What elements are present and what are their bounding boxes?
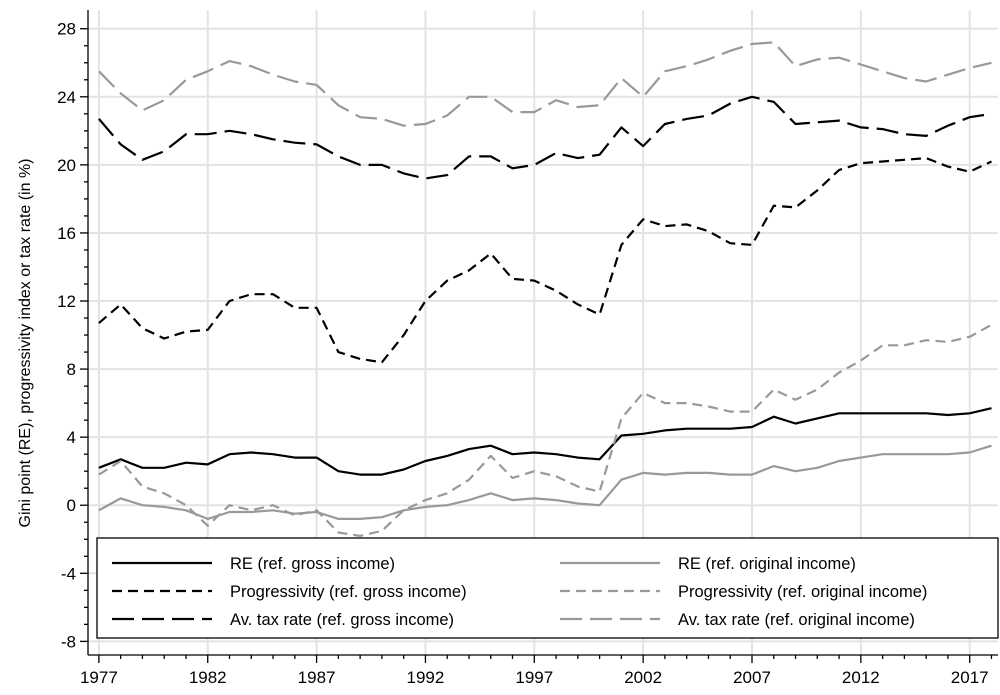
axes: -8 -4 0 4 8 12 16 20 24 28 1977 1982 1987 1992 1997 200… xyxy=(57,10,998,687)
y-tick-label: 4 xyxy=(67,428,76,447)
y-tick-label: 12 xyxy=(57,292,76,311)
y-tick-label: 28 xyxy=(57,20,76,39)
y-tick-label: -4 xyxy=(61,564,76,583)
series-line-1 xyxy=(98,407,992,476)
y-tick-label: 8 xyxy=(67,360,76,379)
legend-label: RE (ref. gross income) xyxy=(230,555,395,573)
x-tick-label: 2007 xyxy=(733,668,771,687)
y-tick-label: 24 xyxy=(57,88,76,107)
x-tick-label: 2002 xyxy=(624,668,662,687)
series-line-5 xyxy=(98,323,993,538)
x-tick-label: 2017 xyxy=(951,668,989,687)
series-line-6 xyxy=(98,41,992,127)
y-tick-label: -8 xyxy=(61,632,76,651)
x-tick-label: 2012 xyxy=(842,668,880,687)
legend-label: Av. tax rate (ref. gross income) xyxy=(230,611,454,629)
series-line-2 xyxy=(98,157,992,364)
legend-label: Progressivity (ref. gross income) xyxy=(230,583,467,601)
series-lines xyxy=(98,41,993,538)
series-line-3 xyxy=(98,95,992,180)
legend-label: Av. tax rate (ref. original income) xyxy=(678,611,915,629)
x-tick-label: 1977 xyxy=(80,668,118,687)
y-axis-title: Gini point (RE), progressivity index or … xyxy=(17,158,34,527)
x-tick-label: 1997 xyxy=(515,668,553,687)
y-tick-label: 0 xyxy=(67,496,76,515)
legend-label: Progressivity (ref. original income) xyxy=(678,583,927,601)
x-tick-label: 1992 xyxy=(407,668,445,687)
y-tick-label: 16 xyxy=(57,224,76,243)
y-tick-label: 20 xyxy=(57,156,76,175)
x-tick-label: 1987 xyxy=(298,668,336,687)
legend: RE (ref. gross income) RE (ref. original … xyxy=(96,537,999,639)
series-line-4 xyxy=(98,444,992,521)
x-tick-label: 1982 xyxy=(189,668,227,687)
legend-label: RE (ref. original income) xyxy=(678,555,856,573)
legend-box xyxy=(96,537,999,639)
